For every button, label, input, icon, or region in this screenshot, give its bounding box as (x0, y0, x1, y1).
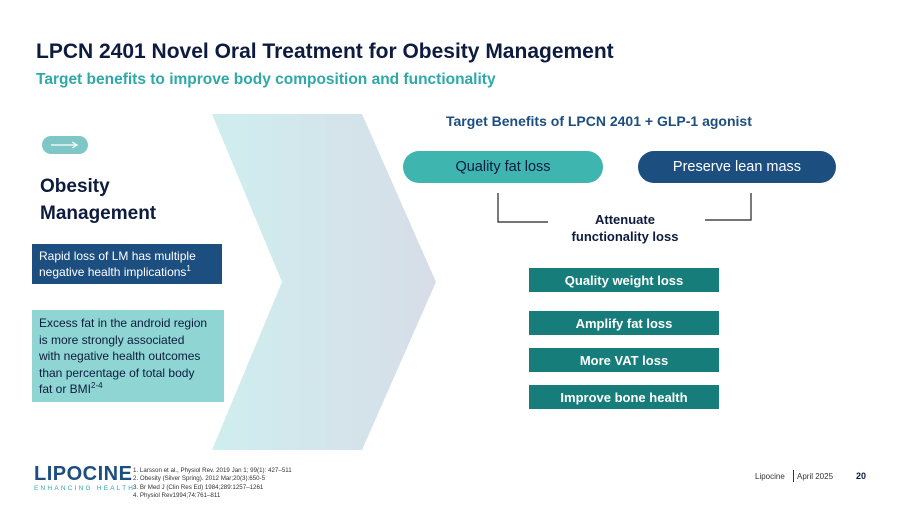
excess-fat-line3: with negative health outcomes (39, 349, 201, 363)
left-bracket-line (497, 193, 548, 223)
excess-fat-line2: is more strongly associated (39, 332, 185, 347)
reference-item: 2. Obesity (Silver Spring). 2012 Mar;20(… (133, 475, 266, 483)
rapid-loss-line1: Rapid loss of LM has multiple (39, 249, 196, 263)
excess-fat-line1: Excess fat in the android region (39, 316, 208, 330)
excess-fat-ref: 2-4 (91, 381, 103, 390)
footer-divider (793, 470, 794, 482)
right-arrow-icon (51, 141, 79, 149)
slide-title: LPCN 2401 Novel Oral Treatment for Obesi… (36, 40, 614, 63)
rapid-loss-ref: 1 (186, 264, 191, 273)
excess-fat-line4: than percentage of total body (39, 365, 195, 380)
page-number: 20 (856, 471, 867, 481)
right-bracket-line (705, 193, 752, 221)
target-benefits-heading: Target Benefits of LPCN 2401 + GLP-1 ago… (446, 113, 752, 129)
reference-item: 1. Larsson et al., Physiol Rev. 2019 Jan… (133, 467, 292, 474)
arrow-pill (42, 136, 88, 154)
reference-item: 4. Physiol Rev1994;74:761–811 (133, 492, 221, 500)
attenuate-line1: Attenuate (595, 212, 655, 227)
attenuate-line2: functionality loss (571, 229, 679, 244)
obesity-heading-line1: Obesity (40, 176, 110, 197)
footer-company: Lipocine (755, 472, 785, 481)
slide-subtitle: Target benefits to improve body composit… (36, 71, 496, 88)
rapid-loss-line2: negative health implications (39, 265, 187, 279)
references-list: 1. Larsson et al., Physiol Rev. 2019 Jan… (133, 467, 292, 501)
excess-fat-line5: fat or BMI (39, 382, 92, 396)
more-vat-loss-box: More VAT loss (529, 348, 719, 372)
logo-tagline: ENHANCING HEALTH (34, 485, 136, 492)
obesity-management-heading: Obesity Management (40, 173, 156, 227)
preserve-lean-mass-pill: Preserve lean mass (638, 151, 836, 183)
improve-bone-health-box: Improve bone health (529, 385, 719, 409)
quality-weight-loss-box: Quality weight loss (529, 268, 719, 292)
excess-fat-box: Excess fat in the android region is more… (32, 310, 224, 402)
footer-date: April 2025 (797, 472, 834, 481)
amplify-fat-loss-box: Amplify fat loss (529, 311, 719, 335)
quality-fat-loss-pill: Quality fat loss (403, 151, 603, 183)
lipocine-logo: LIPOCINE ENHANCING HEALTH (34, 464, 135, 492)
reference-item: 3. Br Med J (Clin Res Ed) 1984;289:1257–… (133, 483, 264, 491)
rapid-loss-box: Rapid loss of LM has multiple negative h… (32, 244, 222, 284)
logo-name: LIPOCINE (34, 463, 133, 485)
obesity-heading-line2: Management (40, 203, 157, 224)
attenuate-functionality-label: Attenuate functionality loss (545, 211, 705, 245)
